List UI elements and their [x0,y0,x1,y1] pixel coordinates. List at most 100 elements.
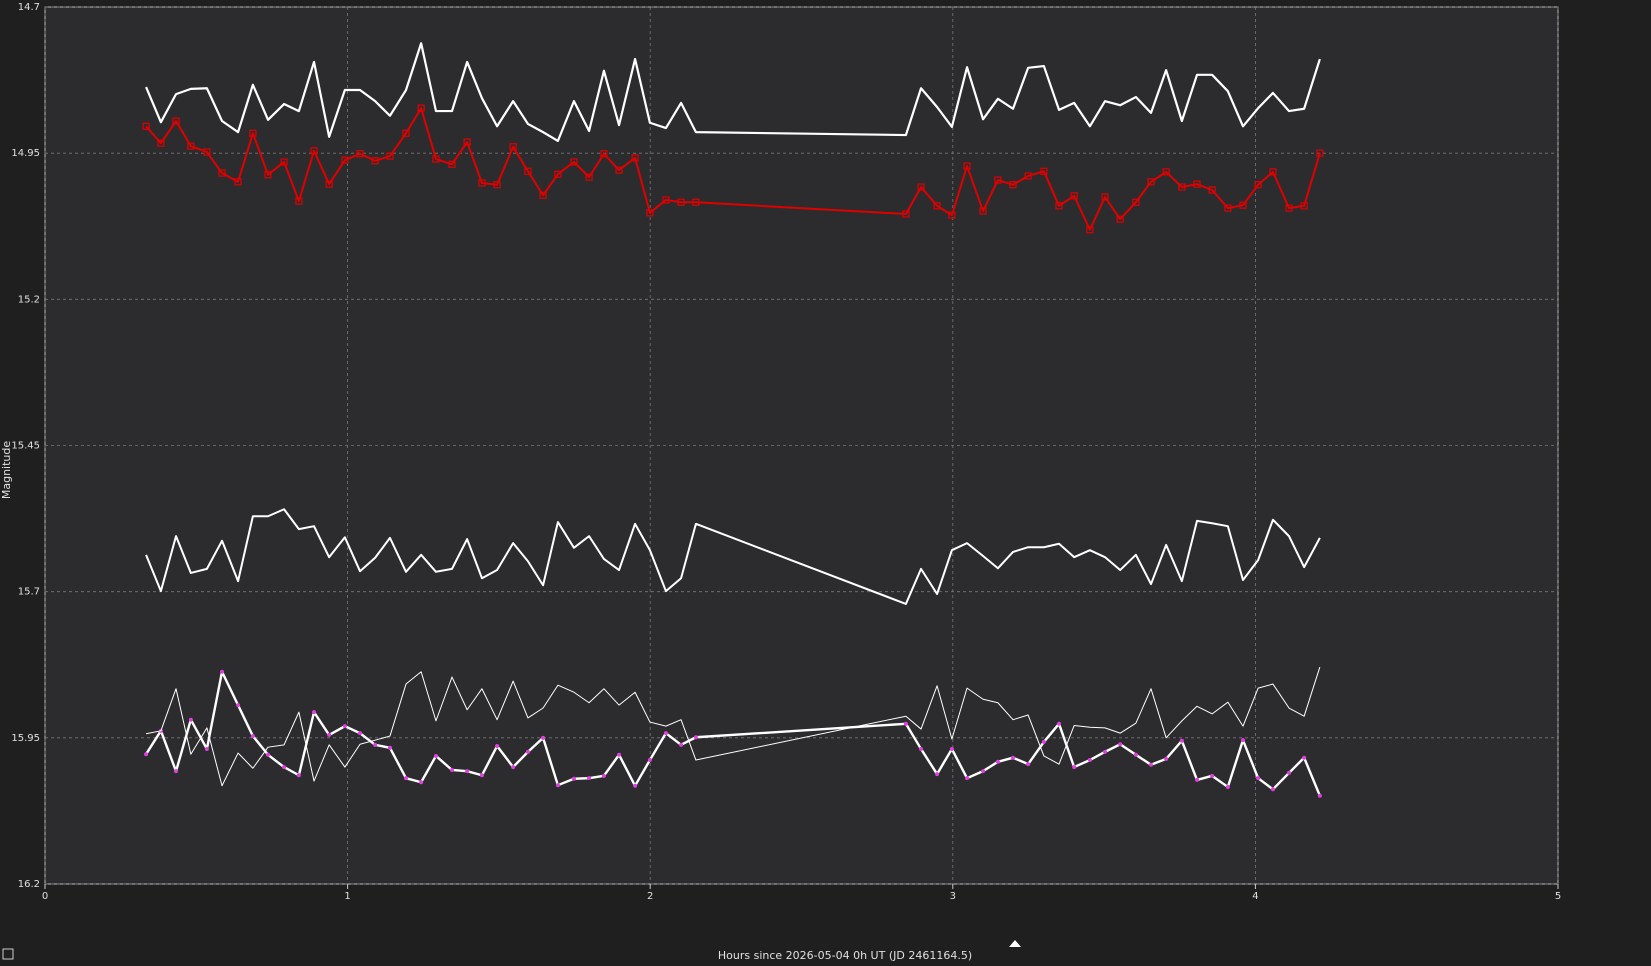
series-line [145,666,1321,787]
point [902,210,910,218]
point [1225,784,1230,789]
point [1210,773,1215,778]
point [1041,739,1046,744]
point [188,717,193,722]
point [174,769,179,774]
series-line [145,42,1321,142]
point [1024,172,1032,180]
point [1224,204,1232,212]
point [1086,226,1094,234]
marker-triangle[interactable] [1009,940,1021,947]
point [1116,215,1124,223]
y-tick-label: 15.2 [18,294,40,305]
point [280,158,288,166]
point [264,171,272,179]
point [662,196,670,204]
point [478,179,486,187]
point [1132,198,1140,206]
y-tick-label: 14.95 [11,148,40,159]
point [373,742,378,747]
point [979,207,987,215]
x-tick-label: 0 [42,891,48,902]
point [693,735,698,740]
point [387,745,392,750]
x-tick-label: 3 [950,891,956,902]
point [587,776,592,781]
point [465,769,470,774]
x-tick-label: 4 [1252,891,1258,902]
point [1208,186,1216,194]
point [633,783,638,788]
point [692,198,700,206]
point [994,176,1002,184]
point [448,160,456,168]
point [449,767,454,772]
point [402,129,410,137]
point [617,752,622,757]
point [965,776,970,781]
point [1103,749,1108,754]
point [249,129,257,137]
point [1147,178,1155,186]
point [220,669,225,674]
point [679,742,684,747]
point [647,758,652,763]
point [296,773,301,778]
point [282,765,287,770]
point [1317,793,1322,798]
point [1057,721,1062,726]
point [327,732,332,737]
point [995,759,1000,764]
point [295,197,303,205]
point [419,780,424,785]
point [495,744,500,749]
point [524,167,532,175]
point [234,178,242,186]
point [933,202,941,210]
point [509,143,517,151]
point [1118,742,1123,747]
point [981,769,986,774]
point [250,734,255,739]
point [356,150,364,158]
point [903,721,908,726]
point [493,181,501,189]
point [585,173,593,181]
point [935,772,940,777]
point [1270,787,1275,792]
point [1194,777,1199,782]
point [600,150,608,158]
point [479,773,484,778]
series-line [145,107,1321,231]
x-tick-label: 5 [1555,891,1561,902]
point [341,156,349,164]
point [266,752,271,757]
x-tick-label: 2 [647,891,653,902]
y-tick-label: 14.7 [18,2,40,13]
y-tick-label: 15.7 [18,587,40,598]
point [463,138,471,146]
point [433,753,438,758]
point [1269,168,1277,176]
point [539,191,547,199]
point [312,710,317,715]
point [236,703,241,708]
y-tick-label: 16.2 [18,879,40,890]
point [1070,192,1078,200]
point [525,749,530,754]
point [511,765,516,770]
point [1087,758,1092,763]
point [142,122,150,130]
point [1285,204,1293,212]
point [1286,770,1291,775]
point [555,783,560,788]
point [1040,167,1048,175]
toggle-button[interactable] [2,948,14,960]
point [1072,765,1077,770]
series-line [145,508,1321,605]
point [1133,752,1138,757]
point [1178,183,1186,191]
point [1254,181,1262,189]
point [963,162,971,170]
